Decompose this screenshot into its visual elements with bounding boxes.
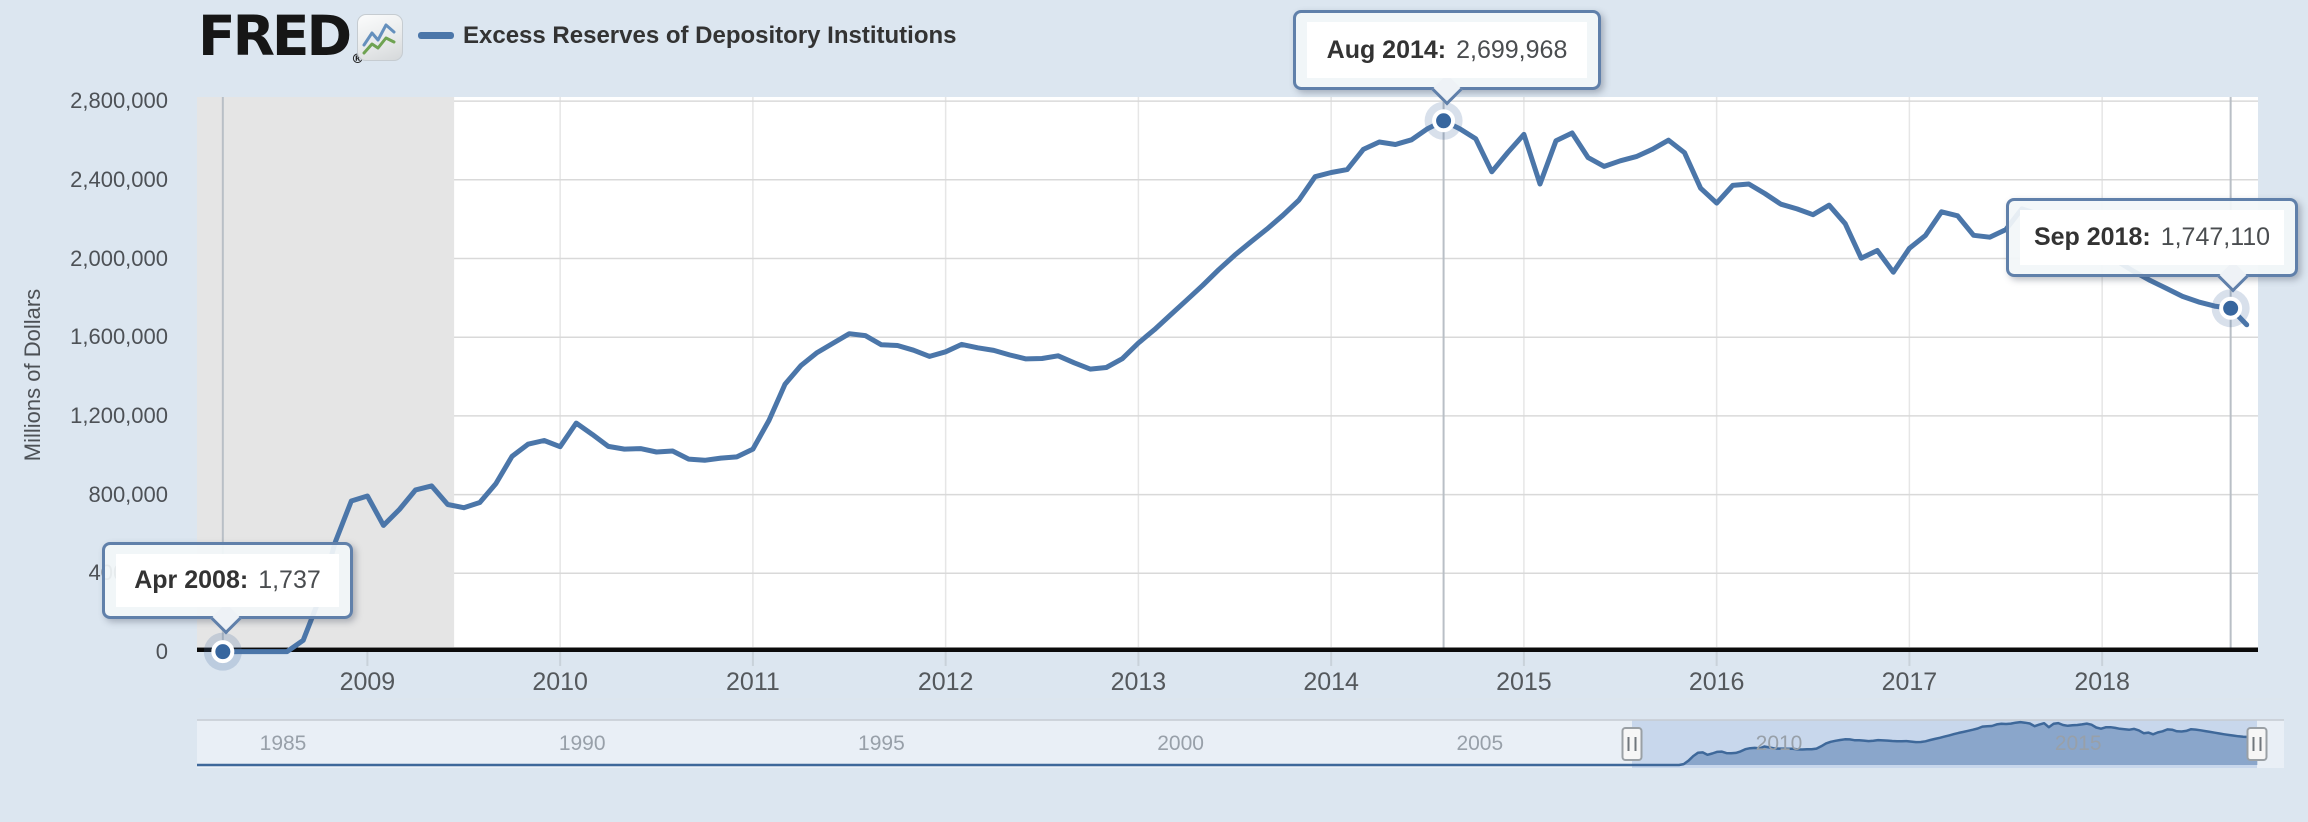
y-axis-tick-label: 2,400,000: [70, 166, 168, 192]
x-axis-tick-label: 2015: [1496, 668, 1552, 696]
tooltip-label: Aug 2014: 2,699,968: [1307, 22, 1587, 78]
fred-sparkline-icon: [357, 14, 403, 61]
x-axis-tick-label: 2017: [1881, 668, 1938, 696]
tooltip-sep-2018: Sep 2018: 1,747,110: [2006, 198, 2298, 293]
y-axis-title: Millions of Dollars: [20, 288, 45, 462]
y-axis-tick-label: 1,200,000: [70, 402, 168, 428]
x-axis-tick-label: 2011: [726, 668, 780, 696]
tooltip-value: 1,747,110: [2160, 223, 2271, 251]
tooltip-date: Sep 2018:: [2033, 223, 2151, 251]
navigator-series-line: [197, 720, 2258, 767]
x-axis-tick-label: 2012: [917, 668, 974, 696]
navigator-right-handle[interactable]: [2246, 727, 2268, 761]
tooltip-value: 2,699,968: [1456, 35, 1568, 64]
navigator-year-label: 2005: [1456, 732, 1504, 755]
fred-logo: FRED ®: [198, 9, 364, 68]
tooltip-apr-2008: Apr 2008: 1,737: [102, 542, 353, 635]
data-point-marker[interactable]: [1432, 109, 1456, 133]
vertical-gridlines: [366, 97, 2103, 647]
navigator-year-label: 2015: [2054, 732, 2102, 755]
tooltip-label: Apr 2008: 1,737: [116, 554, 339, 607]
fred-logo-text: FRED: [198, 4, 352, 68]
tooltip-aug-2014: Aug 2014: 2,699,968: [1293, 10, 1601, 106]
navigator-series-area: [197, 722, 2258, 765]
tooltip-date: Apr 2008:: [134, 566, 249, 594]
tooltip-label: Sep 2018: 1,747,110: [2020, 210, 2284, 265]
x-axis-tick-label: 2013: [1110, 668, 1167, 696]
navigator-left-handle[interactable]: [1621, 727, 1643, 761]
series-line[interactable]: [220, 118, 2250, 655]
series-legend-label[interactable]: Excess Reserves of Depository Institutio…: [463, 22, 957, 49]
y-axis-tick-label: 800,000: [88, 481, 168, 507]
navigator: [197, 719, 2284, 768]
navigator-year-label: 2000: [1157, 732, 1204, 755]
navigator-year-label: 1990: [558, 732, 606, 755]
tooltip-date: Aug 2014:: [1326, 35, 1447, 64]
x-axis-tick-label: 2014: [1303, 668, 1359, 696]
y-axis-tick-label: 1,600,000: [70, 324, 168, 350]
data-point-marker[interactable]: [2219, 296, 2243, 320]
x-axis-tick-label: 2010: [532, 668, 588, 696]
navigator-year-label: 2010: [1755, 732, 1803, 755]
x-axis-ticks: [366, 652, 2104, 666]
navigator-year-label: 1995: [858, 732, 905, 755]
x-axis-line: [197, 647, 2258, 652]
plot-area[interactable]: [197, 97, 2258, 652]
legend-line-marker: [418, 32, 454, 39]
navigator-year-label: 1985: [259, 732, 307, 755]
data-point-marker[interactable]: [211, 640, 235, 664]
x-axis-tick-label: 2018: [2074, 668, 2130, 696]
x-axis-tick-label: 2009: [339, 668, 396, 696]
y-axis-tick-label: 0: [155, 639, 168, 664]
y-axis-tick-label: 2,000,000: [70, 245, 168, 271]
x-axis-tick-label: 2016: [1688, 668, 1745, 696]
y-axis-tick-label: 2,800,000: [70, 88, 168, 114]
tooltip-value: 1,737: [258, 566, 321, 594]
